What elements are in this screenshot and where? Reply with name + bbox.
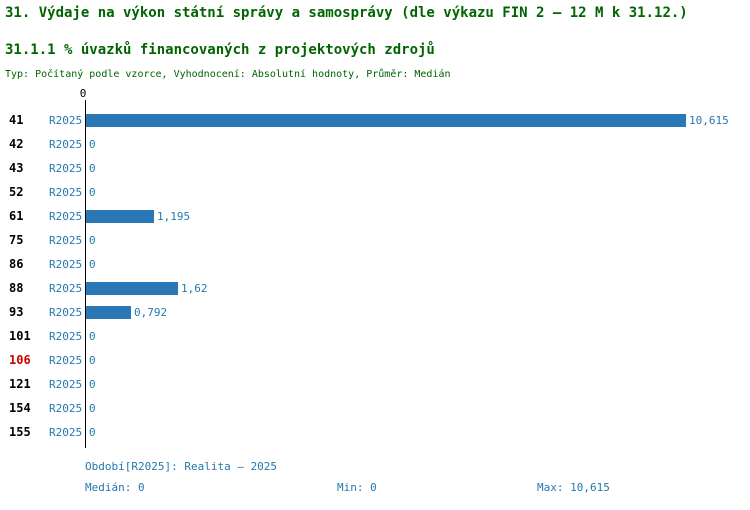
axis-zero-label: 0 xyxy=(79,87,87,100)
series-label: R2025 xyxy=(49,401,83,415)
bar-track: 0 xyxy=(85,132,744,156)
chart-row: 43 R2025 0 xyxy=(5,156,744,180)
category-label: 43 xyxy=(9,161,24,175)
bar-track: 0 xyxy=(85,180,744,204)
value-label: 0 xyxy=(89,161,96,175)
bar-track: 0 xyxy=(85,372,744,396)
value-label: 10,615 xyxy=(689,113,729,127)
value-label: 0 xyxy=(89,185,96,199)
bar-track: 0 xyxy=(85,420,744,444)
bar-track: 0 xyxy=(85,156,744,180)
chart-row: 121 R2025 0 xyxy=(5,372,744,396)
chart-row: 75 R2025 0 xyxy=(5,228,744,252)
value-label: 0 xyxy=(89,329,96,343)
category-label: 154 xyxy=(9,401,31,415)
category-label: 75 xyxy=(9,233,24,247)
value-label: 0,792 xyxy=(134,305,168,319)
period-label: Období[R2025]: Realita – 2025 xyxy=(85,460,278,473)
bar-track: 0 xyxy=(85,252,744,276)
chart-rows: 41 R2025 10,615 42 R2025 0 43 R2025 0 52 R2025 0 61 R… xyxy=(5,108,744,444)
value-label: 0 xyxy=(89,233,96,247)
chart-row: 155 R2025 0 xyxy=(5,420,744,444)
chart-row: 61 R2025 1,195 xyxy=(5,204,744,228)
chart-row: 52 R2025 0 xyxy=(5,180,744,204)
chart-row: 101 R2025 0 xyxy=(5,324,744,348)
bar xyxy=(86,209,154,223)
bar xyxy=(86,305,131,319)
category-label: 52 xyxy=(9,185,24,199)
category-label: 61 xyxy=(9,209,24,223)
series-label: R2025 xyxy=(49,209,83,223)
bar-track: 10,615 xyxy=(85,108,744,132)
series-label: R2025 xyxy=(49,329,83,343)
bar-track: 0,792 xyxy=(85,300,744,324)
series-label: R2025 xyxy=(49,425,83,439)
bar-track: 0 xyxy=(85,396,744,420)
chart-row: 86 R2025 0 xyxy=(5,252,744,276)
series-label: R2025 xyxy=(49,305,83,319)
chart-row: 88 R2025 1,62 xyxy=(5,276,744,300)
value-label: 1,62 xyxy=(181,281,208,295)
stat-median: Medián: 0 xyxy=(85,481,145,494)
chart-row: 41 R2025 10,615 xyxy=(5,108,744,132)
bar xyxy=(86,113,686,127)
value-label: 0 xyxy=(89,137,96,151)
page-title: 31. Výdaje na výkon státní správy a samo… xyxy=(5,5,688,21)
bar-track: 1,62 xyxy=(85,276,744,300)
series-label: R2025 xyxy=(49,353,83,367)
axis-line-top xyxy=(85,100,744,108)
bar-track: 0 xyxy=(85,324,744,348)
stat-max: Max: 10,615 xyxy=(537,481,610,494)
value-label: 0 xyxy=(89,377,96,391)
category-label: 101 xyxy=(9,329,31,343)
summary-stats: Medián: 0 Min: 0 Max: 10,615 xyxy=(85,481,744,494)
series-label: R2025 xyxy=(49,137,83,151)
series-label: R2025 xyxy=(49,281,83,295)
chart-meta: Typ: Počítaný podle vzorce, Vyhodnocení:… xyxy=(5,69,451,80)
category-label: 106 xyxy=(9,353,31,367)
category-label: 41 xyxy=(9,113,24,127)
bar-track: 0 xyxy=(85,228,744,252)
series-label: R2025 xyxy=(49,257,83,271)
bar-chart: 0 41 R2025 10,615 42 R2025 0 43 R2025 0 52 R2025 0 6… xyxy=(5,88,744,448)
value-label: 1,195 xyxy=(157,209,191,223)
chart-row: 93 R2025 0,792 xyxy=(5,300,744,324)
category-label: 121 xyxy=(9,377,31,391)
series-label: R2025 xyxy=(49,233,83,247)
value-label: 0 xyxy=(89,257,96,271)
series-label: R2025 xyxy=(49,161,83,175)
bar-track: 1,195 xyxy=(85,204,744,228)
stat-min: Min: 0 xyxy=(337,481,377,494)
category-label: 86 xyxy=(9,257,24,271)
category-label: 88 xyxy=(9,281,24,295)
bar xyxy=(86,281,178,295)
chart-row: 42 R2025 0 xyxy=(5,132,744,156)
chart-title: 31.1.1 % úvazků financovaných z projekto… xyxy=(5,42,435,58)
category-label: 155 xyxy=(9,425,31,439)
chart-row: 154 R2025 0 xyxy=(5,396,744,420)
value-label: 0 xyxy=(89,401,96,415)
value-label: 0 xyxy=(89,425,96,439)
series-label: R2025 xyxy=(49,185,83,199)
bar-track: 0 xyxy=(85,348,744,372)
series-label: R2025 xyxy=(49,377,83,391)
category-label: 93 xyxy=(9,305,24,319)
series-label: R2025 xyxy=(49,113,83,127)
chart-row: 106 R2025 0 xyxy=(5,348,744,372)
category-label: 42 xyxy=(9,137,24,151)
axis-line-bottom xyxy=(85,444,744,448)
value-label: 0 xyxy=(89,353,96,367)
